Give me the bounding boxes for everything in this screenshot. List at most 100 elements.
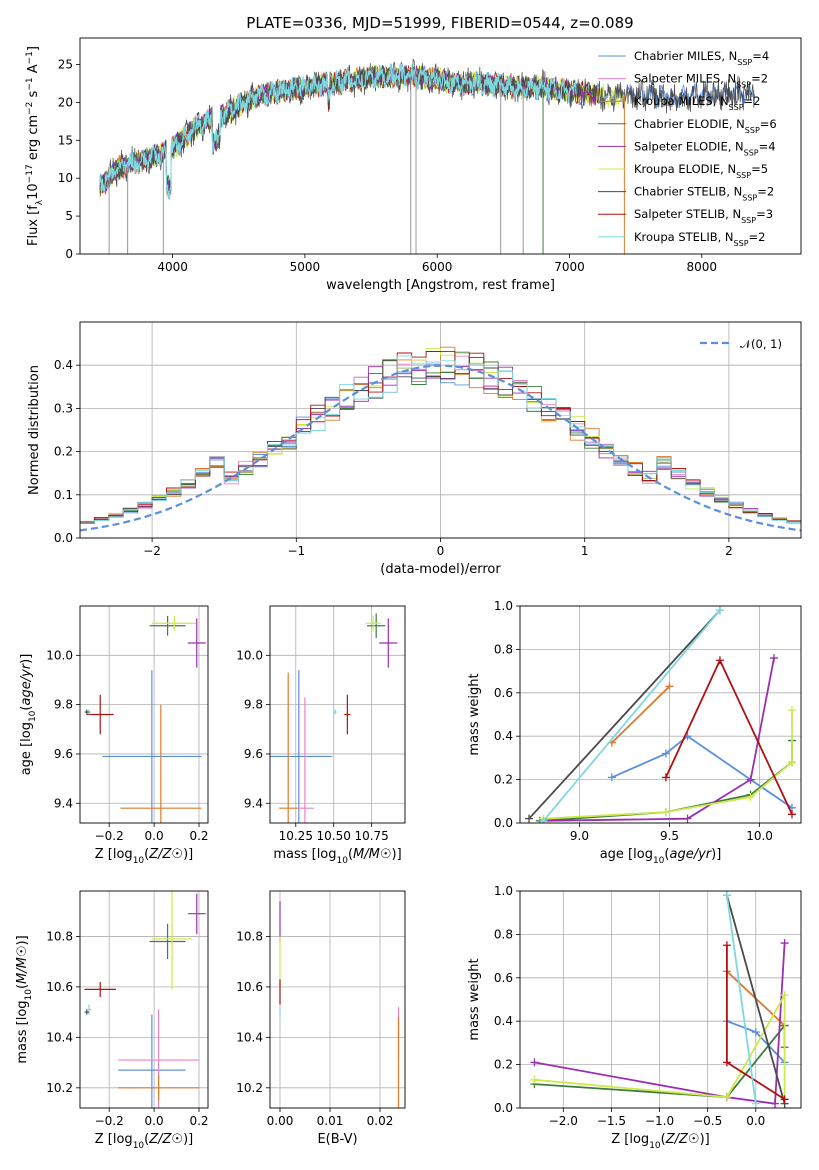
y-axis-label-part: −2 bbox=[25, 102, 35, 115]
legend-label-salpeter-stelib: Salpeter STELIB, NSSP=3 bbox=[634, 207, 773, 225]
legend-label-kroupa-elodie: Kroupa ELODIE, NSSP=5 bbox=[634, 162, 768, 180]
axes-frame bbox=[269, 605, 406, 824]
tick-label-x: −1.0 bbox=[645, 1114, 674, 1128]
legend-text: Chabrier STELIB, N bbox=[634, 185, 742, 199]
y-axis-label-part: −1 bbox=[25, 51, 35, 64]
y-axis-label-part: 10 bbox=[26, 183, 41, 200]
legend-sub: SSP bbox=[744, 148, 759, 157]
legend-text: Chabrier MILES, N bbox=[634, 49, 737, 63]
tick-label-y: 0.0 bbox=[54, 531, 73, 545]
normal-curve bbox=[80, 364, 801, 532]
marker-kroupa-elodie bbox=[780, 991, 789, 1000]
errorbar-point-chabrier-elodie bbox=[149, 615, 186, 636]
legend-text: =2 bbox=[749, 230, 766, 244]
tick-label-x: 10.75 bbox=[354, 829, 388, 843]
x-axis-label-part: )] bbox=[183, 847, 193, 862]
legend-text: =6 bbox=[760, 117, 777, 131]
x-axis-label-part: Z [log bbox=[611, 1132, 649, 1147]
x-axis-label: wavelength [Angstrom, rest frame] bbox=[326, 278, 555, 293]
y-axis-label-part: ( bbox=[19, 706, 34, 711]
legend-sub: SSP bbox=[729, 103, 744, 112]
errorbar-point-kroupa-stelib bbox=[86, 1004, 92, 1015]
tick-label-x: 4000 bbox=[157, 260, 188, 274]
marker-kroupa-stelib bbox=[539, 816, 548, 823]
y-axis-label: Flux [fλ10−17 erg cm−2 s−1 A−1] bbox=[25, 46, 45, 246]
y-axis-label-part: −1 bbox=[25, 77, 35, 90]
y-axis-label-part: )] bbox=[15, 935, 30, 945]
tick-label-y: 25 bbox=[58, 58, 73, 72]
tick-label-x: −0.2 bbox=[95, 1114, 124, 1128]
x-axis-label: Z [log10(Z/Z☉)] bbox=[95, 1132, 193, 1151]
legend-sub: SSP bbox=[742, 193, 757, 202]
legend-text: =4 bbox=[752, 49, 769, 63]
tick-label-y: 10.2 bbox=[236, 1081, 263, 1095]
tick-label-x: 10.25 bbox=[279, 829, 313, 843]
tick-label-y: 10 bbox=[58, 171, 73, 185]
tick-label-y: 10.4 bbox=[236, 1030, 263, 1044]
line-salpeter-stelib bbox=[665, 658, 793, 815]
plot-area-mass-weight-vs-Z bbox=[530, 891, 789, 1108]
tick-label-y: 9.8 bbox=[244, 698, 263, 712]
tick-label-x: 0.2 bbox=[189, 1114, 208, 1128]
errorbar-point-salpeter-stelib bbox=[344, 694, 351, 735]
marker-salpeter-stelib bbox=[715, 656, 724, 665]
x-axis-label: Z [log10(Z/Z☉)] bbox=[95, 847, 193, 866]
errorbar-point-salpeter-miles bbox=[295, 697, 314, 823]
tick-label-y: 0.4 bbox=[494, 729, 513, 743]
axes-frame bbox=[79, 321, 802, 539]
errorbar-point-chabrier-elodie bbox=[149, 923, 186, 960]
tick-label-y: 10.8 bbox=[236, 929, 263, 943]
grid-mass-vs-Z bbox=[80, 891, 208, 1108]
tick-label-y: 0.0 bbox=[494, 1101, 513, 1115]
x-axis-label: Z [log10(Z/Z☉)] bbox=[611, 1132, 709, 1151]
chart-title: PLATE=0336, MJD=51999, FIBERID=0544, z=0… bbox=[246, 14, 633, 32]
plot-area-spectrum bbox=[99, 58, 755, 254]
tick-label-y: 10.0 bbox=[236, 648, 263, 662]
tick-label-x: 0.02 bbox=[367, 1114, 394, 1128]
marker-salpeter-elodie bbox=[769, 654, 778, 663]
marker-kroupa-elodie bbox=[661, 808, 670, 817]
legend-label-salpeter-elodie: Salpeter ELODIE, NSSP=4 bbox=[634, 139, 776, 157]
legend-text: =2 bbox=[744, 94, 761, 108]
x-axis-label-part: ( bbox=[661, 1132, 666, 1147]
y-axis-label-part: age/yr bbox=[19, 662, 34, 705]
histogram-kroupa-stelib bbox=[80, 355, 801, 526]
errorbar-point-chabrier-miles bbox=[118, 1014, 186, 1108]
axes-frame bbox=[519, 890, 802, 1109]
marker-salpeter-stelib bbox=[722, 1058, 731, 1067]
errorbar-point-salpeter-stelib bbox=[84, 981, 116, 997]
x-axis-label-part: ( bbox=[664, 847, 669, 862]
tick-label-y: 9.4 bbox=[54, 796, 73, 810]
line-kroupa-stelib bbox=[726, 895, 757, 1104]
line-kroupa-elodie bbox=[543, 710, 793, 820]
errorbar-point-chabrier-miles bbox=[270, 670, 333, 823]
x-axis-label-part: 10 bbox=[133, 856, 145, 866]
plot-area-residuals bbox=[80, 346, 801, 532]
axes-mass-weight-vs-age: 9.0 9.5 10.0 0.0 0.2 0.4 0.6 0.8 1.0 mass weight a… bbox=[467, 599, 802, 866]
legend-text: =4 bbox=[759, 139, 776, 153]
errorbar-point-salpeter-elodie bbox=[379, 618, 398, 668]
y-axis-label-part: A bbox=[26, 64, 41, 77]
marker-salpeter-elodie bbox=[683, 814, 692, 823]
grid-mass-weight-vs-Z bbox=[520, 890, 801, 1109]
legend-sub: SSP bbox=[734, 238, 749, 247]
legend-sub: SSP bbox=[736, 80, 751, 89]
tick-label-x: −2.0 bbox=[549, 1114, 578, 1128]
y-axis-label: mass weight bbox=[467, 673, 482, 755]
tick-label-y: 10.6 bbox=[46, 980, 73, 994]
errorbar-point-kroupa-elodie bbox=[365, 615, 381, 631]
tick-label-y: 10.4 bbox=[46, 1030, 73, 1044]
errorbar-point-salpeter-elodie bbox=[187, 893, 206, 934]
tick-label-x: 2 bbox=[725, 544, 733, 558]
x-axis-label-part: ( bbox=[144, 847, 149, 862]
x-axis-label-part: age/yr bbox=[669, 847, 712, 862]
marker-kroupa-stelib bbox=[715, 606, 724, 615]
legend-sub: SSP bbox=[737, 58, 752, 67]
tick-label-x: 5000 bbox=[290, 260, 321, 274]
x-axis-label-part: ( bbox=[348, 847, 353, 862]
x-axis-label: age [log10(age/yr)] bbox=[600, 847, 722, 866]
x-axis-label-part: )] bbox=[700, 1132, 710, 1147]
y-axis-label-part: age [log bbox=[19, 722, 34, 775]
axes-age-vs-mass: 10.25 10.50 10.75 9.4 9.6 9.8 10.0 mass [log10(… bbox=[236, 605, 406, 866]
marker-kroupa-stelib bbox=[722, 891, 731, 900]
